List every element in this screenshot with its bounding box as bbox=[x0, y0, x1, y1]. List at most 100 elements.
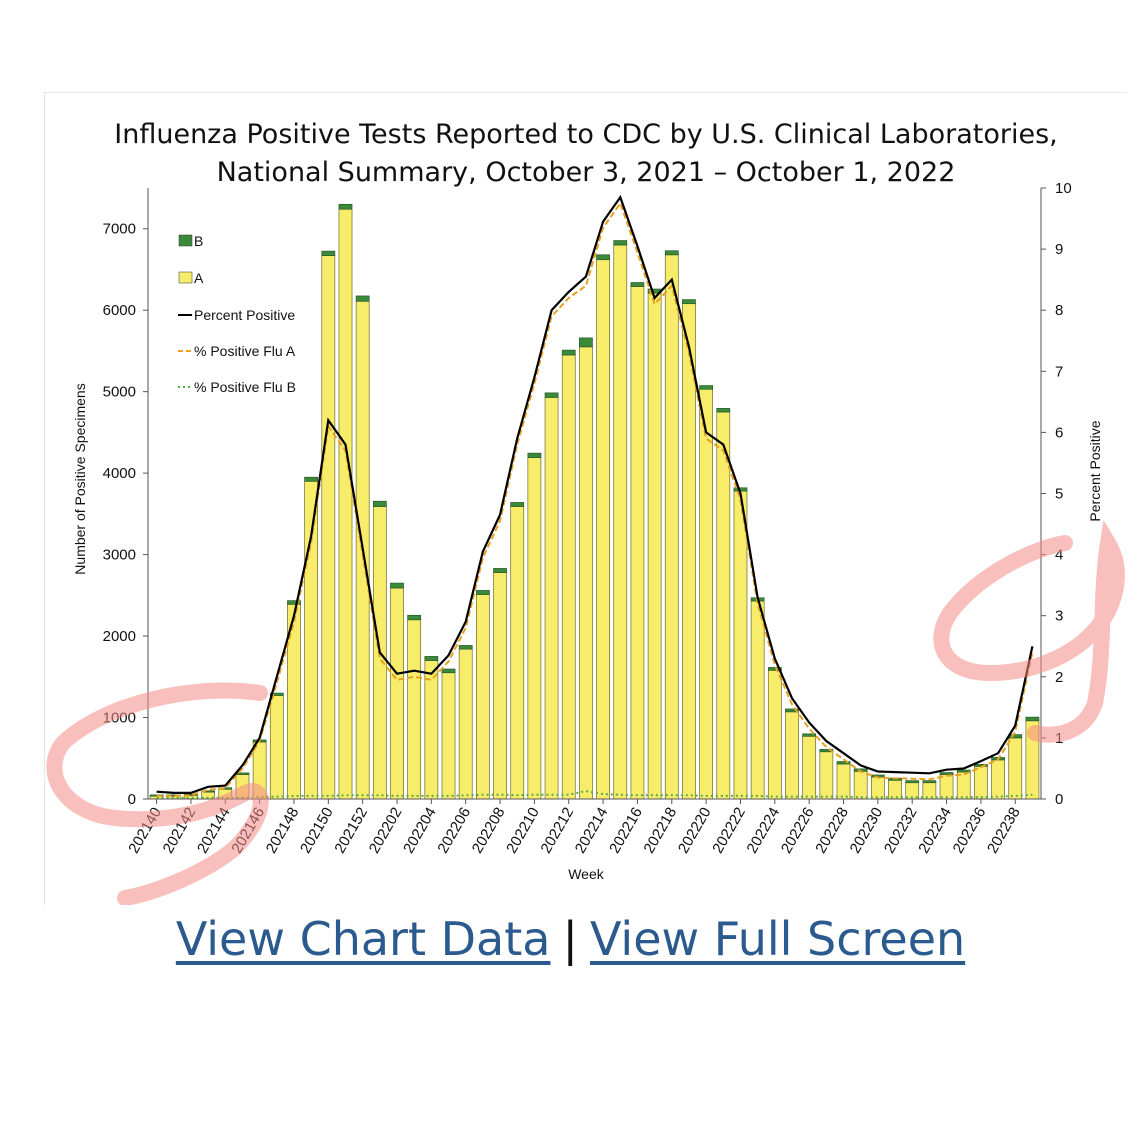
legend-swatch-a bbox=[178, 271, 193, 284]
bar-b bbox=[1025, 716, 1040, 722]
link-separator: | bbox=[562, 912, 578, 966]
legend-item-flu-b: % Positive Flu B bbox=[178, 379, 296, 395]
bar-a bbox=[922, 782, 937, 800]
bar-b bbox=[561, 349, 576, 356]
bar-a bbox=[441, 672, 456, 800]
bar-a bbox=[458, 648, 473, 800]
bar-a bbox=[853, 770, 868, 800]
bar-b bbox=[905, 780, 920, 784]
legend-label-flu-b: % Positive Flu B bbox=[194, 379, 296, 395]
legend-label-flu-a: % Positive Flu A bbox=[194, 343, 296, 359]
legend-item-b: B bbox=[178, 233, 203, 249]
bar-b bbox=[321, 250, 336, 256]
right-tick-label: 9 bbox=[1055, 241, 1063, 258]
bar-b bbox=[836, 761, 851, 765]
bar-b bbox=[510, 502, 525, 507]
bar-b bbox=[716, 408, 731, 413]
bar-b bbox=[922, 780, 937, 784]
bar-b bbox=[1008, 734, 1023, 739]
bar-a bbox=[888, 779, 902, 800]
bar-a bbox=[716, 411, 731, 800]
bar-a bbox=[733, 490, 748, 800]
bar-b bbox=[355, 295, 370, 302]
bar-a bbox=[699, 388, 714, 800]
bar-b bbox=[699, 385, 714, 390]
bar-a bbox=[424, 660, 439, 800]
legend-item-percent-positive: Percent Positive bbox=[178, 307, 295, 323]
bar-b bbox=[338, 203, 353, 210]
bar-b bbox=[475, 590, 490, 595]
bar-a bbox=[785, 711, 799, 800]
influenza-chart: Influenza Positive Tests Reported to CDC… bbox=[46, 119, 1125, 905]
bar-a bbox=[819, 751, 834, 800]
right-tick-label: 3 bbox=[1055, 608, 1063, 625]
legend-swatch-b bbox=[178, 234, 193, 247]
legend-label-b: B bbox=[194, 233, 203, 249]
annotation-circle-right bbox=[933, 520, 1125, 743]
right-tick-label: 0 bbox=[1055, 791, 1063, 808]
bar-b bbox=[287, 600, 301, 605]
bar-a bbox=[269, 695, 284, 800]
left-tick-label: 4000 bbox=[103, 465, 136, 482]
bar-a bbox=[956, 771, 971, 800]
bar-b bbox=[785, 708, 799, 713]
view-chart-data-link[interactable]: View Chart Data bbox=[175, 912, 551, 966]
line-percent-positive bbox=[156, 194, 1034, 795]
bar-b bbox=[819, 748, 834, 753]
x-tick-label: 202238 bbox=[984, 805, 1024, 857]
legend-item-a: A bbox=[178, 270, 204, 286]
bar-b bbox=[664, 250, 679, 256]
bar-a bbox=[974, 766, 988, 800]
right-tick-label: 6 bbox=[1055, 424, 1063, 441]
bar-a bbox=[596, 259, 610, 800]
bar-a bbox=[750, 600, 765, 800]
bar-a bbox=[870, 776, 885, 800]
bar-a bbox=[939, 774, 954, 800]
annotation-circle-left bbox=[46, 682, 269, 905]
bar-b bbox=[579, 337, 593, 348]
bar-b bbox=[630, 282, 645, 287]
right-tick-label: 8 bbox=[1055, 302, 1063, 319]
bar-a bbox=[493, 572, 507, 800]
left-tick-label: 3000 bbox=[103, 547, 136, 564]
bar-a bbox=[338, 208, 353, 800]
left-tick-label: 6000 bbox=[103, 302, 136, 319]
bar-b bbox=[458, 645, 473, 650]
bar-a bbox=[664, 254, 679, 800]
left-tick-label: 7000 bbox=[103, 221, 136, 238]
right-tick-label: 5 bbox=[1055, 486, 1063, 503]
bar-b bbox=[613, 240, 628, 246]
bar-b bbox=[493, 568, 507, 573]
bar-a bbox=[407, 619, 422, 800]
line-positive-flu-a bbox=[156, 201, 1034, 797]
bar-a bbox=[579, 346, 593, 800]
bar-a bbox=[630, 286, 645, 800]
legend-label-a: A bbox=[194, 270, 204, 286]
bar-b bbox=[304, 476, 319, 482]
hand-drawn-annotations bbox=[46, 520, 1125, 905]
y-axis-label-right: Percent Positive bbox=[1087, 420, 1103, 521]
bar-b bbox=[372, 500, 387, 507]
bar-a bbox=[510, 506, 525, 800]
bar-a bbox=[475, 594, 490, 800]
chart-title-line-1: Influenza Positive Tests Reported to CDC… bbox=[114, 119, 1057, 150]
legend-item-flu-a: % Positive Flu A bbox=[178, 343, 296, 359]
view-full-screen-link[interactable]: View Full Screen bbox=[589, 912, 966, 966]
y-axis-label-left: Number of Positive Specimens bbox=[72, 383, 88, 574]
lines-layer bbox=[156, 194, 1034, 799]
bar-b bbox=[390, 582, 404, 589]
bar-b bbox=[424, 656, 439, 661]
bar-b bbox=[544, 392, 559, 398]
legend-label-percent-positive: Percent Positive bbox=[194, 307, 295, 323]
bar-a bbox=[802, 735, 817, 800]
bar-b bbox=[527, 452, 542, 459]
right-tick-label: 7 bbox=[1055, 363, 1063, 380]
bar-b bbox=[269, 692, 284, 696]
bar-b bbox=[682, 299, 696, 305]
bar-b bbox=[407, 614, 422, 621]
bar-b bbox=[235, 772, 250, 775]
bar-a bbox=[321, 255, 336, 800]
bar-a bbox=[561, 354, 576, 800]
bar-a bbox=[647, 292, 662, 800]
